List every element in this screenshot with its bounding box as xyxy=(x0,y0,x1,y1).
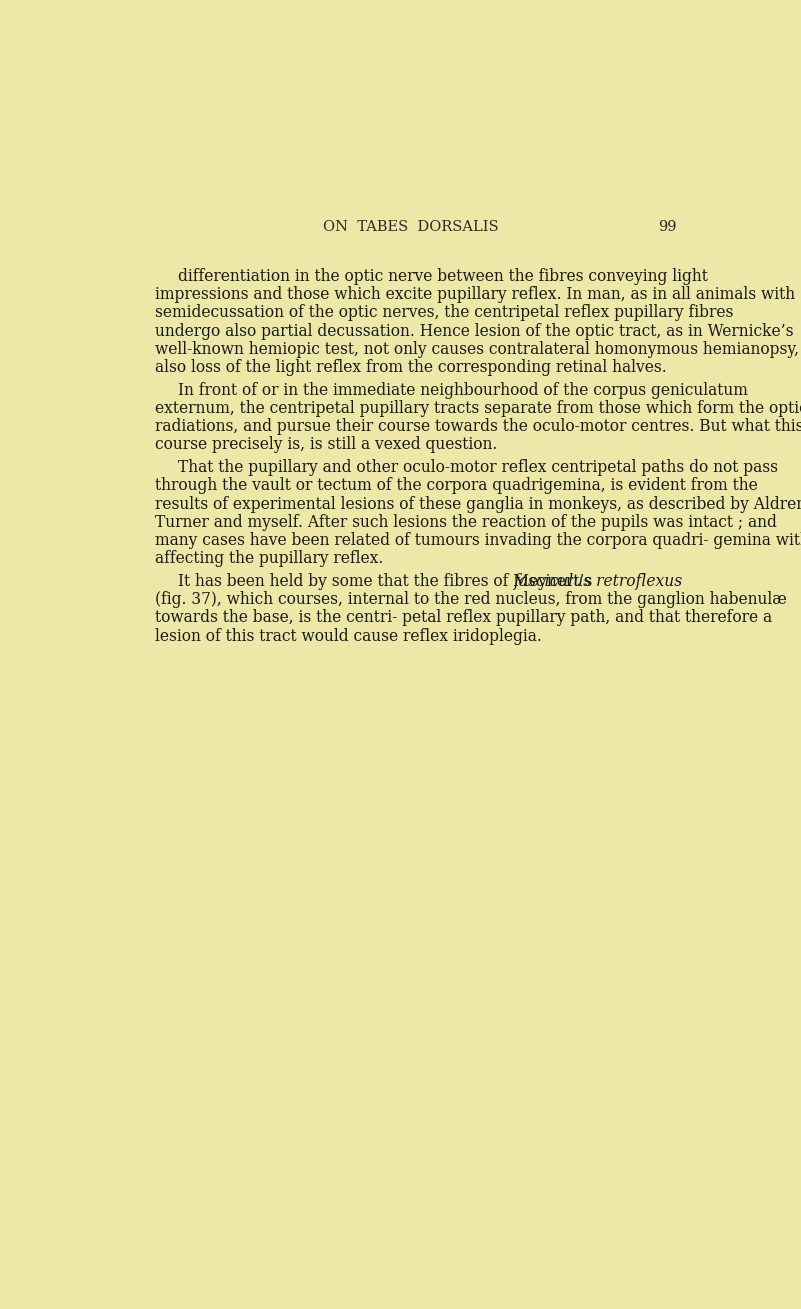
Text: radiations, and pursue their course towards the oculo-motor centres. But what th: radiations, and pursue their course towa… xyxy=(155,418,801,435)
Text: well-known hemiopic test, not only causes contralateral homonymous hemianopsy, b: well-known hemiopic test, not only cause… xyxy=(155,340,801,357)
Text: course precisely is, is still a vexed question.: course precisely is, is still a vexed qu… xyxy=(155,436,497,453)
Text: differentiation in the optic nerve between the fibres conveying light: differentiation in the optic nerve betwe… xyxy=(179,268,708,285)
Text: impressions and those which excite pupillary reflex. In man, as in all animals w: impressions and those which excite pupil… xyxy=(155,287,795,304)
Text: affecting the pupillary reflex.: affecting the pupillary reflex. xyxy=(155,550,383,567)
Text: It has been held by some that the fibres of Meynert’s: It has been held by some that the fibres… xyxy=(179,573,598,590)
Text: many cases have been related of tumours invading the corpora quadri- gemina with: many cases have been related of tumours … xyxy=(155,531,801,548)
Text: results of experimental lesions of these ganglia in monkeys, as described by Ald: results of experimental lesions of these… xyxy=(155,496,801,513)
Text: 99: 99 xyxy=(658,220,676,233)
Text: externum, the centripetal pupillary tracts separate from those which form the op: externum, the centripetal pupillary trac… xyxy=(155,401,801,418)
Text: semidecussation of the optic nerves, the centripetal reflex pupillary fibres: semidecussation of the optic nerves, the… xyxy=(155,305,733,322)
Text: fasciculus retroflexus: fasciculus retroflexus xyxy=(513,573,683,590)
Text: ON  TABES  DORSALIS: ON TABES DORSALIS xyxy=(323,220,498,233)
Text: That the pupillary and other oculo-motor reflex centripetal paths do not pass: That the pupillary and other oculo-motor… xyxy=(179,459,779,476)
Text: towards the base, is the centri- petal reflex pupillary path, and that therefore: towards the base, is the centri- petal r… xyxy=(155,609,772,626)
Text: lesion of this tract would cause reflex iridoplegia.: lesion of this tract would cause reflex … xyxy=(155,627,541,644)
Text: undergo also partial decussation. Hence lesion of the optic tract, as in Wernick: undergo also partial decussation. Hence … xyxy=(155,322,793,339)
Text: In front of or in the immediate neighbourhood of the corpus geniculatum: In front of or in the immediate neighbou… xyxy=(179,382,748,399)
Text: (fig. 37), which courses, internal to the red nucleus, from the ganglion habenul: (fig. 37), which courses, internal to th… xyxy=(155,592,787,609)
Text: Turner and myself. After such lesions the reaction of the pupils was intact ; an: Turner and myself. After such lesions th… xyxy=(155,513,777,530)
Text: through the vault or tectum of the corpora quadrigemina, is evident from the: through the vault or tectum of the corpo… xyxy=(155,478,758,495)
Text: also loss of the light reflex from the corresponding retinal halves.: also loss of the light reflex from the c… xyxy=(155,359,666,376)
